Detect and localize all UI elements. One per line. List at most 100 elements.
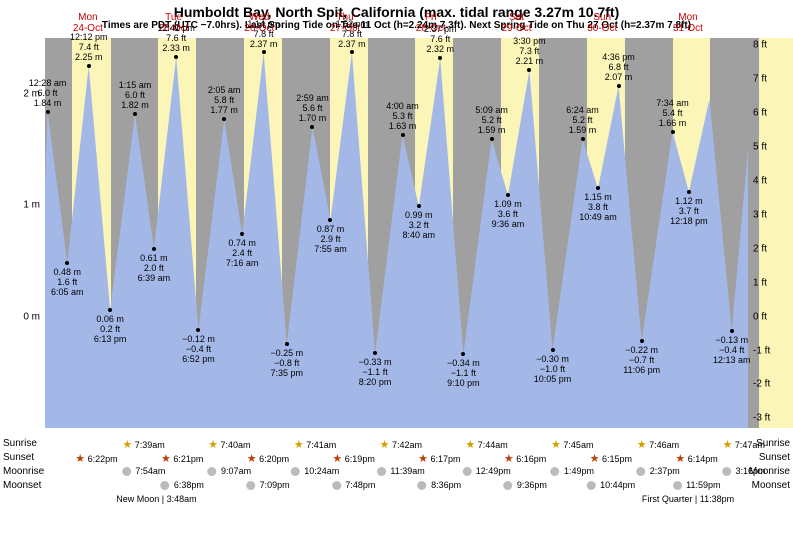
astro-entry: ★ 6:21pm (161, 452, 203, 465)
y-tick-right: 6 ft (753, 107, 793, 118)
tide-annotation: 12:41 pm7.6 ft2.33 m (157, 23, 195, 53)
astro-entry: ★ 7:39am (122, 438, 164, 451)
astro-row-label: Sunset (759, 452, 790, 463)
tide-annotation: 5:09 am5.2 ft1.59 m (475, 105, 508, 135)
tide-annotation: 0.87 m2.9 ft7:55 am (314, 224, 347, 254)
tide-extremum-dot (133, 112, 137, 116)
tide-extremum-dot (152, 247, 156, 251)
astro-entry: 9:07am (208, 466, 252, 476)
tide-annotation: 1.09 m3.6 ft9:36 am (492, 199, 525, 229)
tide-annotation: 12:12 pm7.4 ft2.25 m (70, 32, 108, 62)
astro-entry: 9:36pm (503, 480, 547, 490)
tide-annotation: 1:14 pm7.8 ft2.37 m (247, 19, 280, 49)
tide-extremum-dot (671, 130, 675, 134)
tide-annotation: 0.06 m0.2 ft6:13 pm (94, 314, 127, 344)
astro-entry: ★ 7:42am (380, 438, 422, 451)
astro-entry: ★ 6:20pm (247, 452, 289, 465)
tide-annotation: 0.48 m1.6 ft6:05 am (51, 267, 84, 297)
astro-entry: 10:44pm (587, 480, 636, 490)
tide-annotation: −0.25 m−0.8 ft7:35 pm (270, 348, 303, 378)
astro-entry: ★ 7:47am (723, 438, 765, 451)
plot-area: Mon24-OctTue25-OctWed26-OctThu27-OctFri2… (45, 38, 748, 428)
tide-extremum-dot (617, 84, 621, 88)
tide-extremum-dot (401, 133, 405, 137)
y-tick-left: 2 m (0, 88, 40, 99)
y-tick-right: 1 ft (753, 277, 793, 288)
astro-row-label: Sunset (3, 452, 34, 463)
astro-row-label: Moonset (3, 480, 41, 491)
y-tick-right: -1 ft (753, 345, 793, 356)
astro-entry: ★ 6:19pm (332, 452, 374, 465)
astro-entry: 7:54am (122, 466, 166, 476)
tide-extremum-dot (687, 190, 691, 194)
y-tick-right: -2 ft (753, 379, 793, 390)
tide-annotation: 1:15 am6.0 ft1.82 m (119, 80, 152, 110)
astro-row-label: Sunrise (3, 438, 37, 449)
tide-annotation: 3:30 pm7.3 ft2.21 m (513, 36, 546, 66)
tide-annotation: −0.13 m−0.4 ft12:13 am (713, 335, 751, 365)
y-tick-left: 0 m (0, 311, 40, 322)
tide-annotation: −0.12 m−0.4 ft6:52 pm (182, 334, 215, 364)
astro-entry: ★ 6:22pm (75, 452, 117, 465)
tide-annotation: −0.33 m−1.1 ft8:20 pm (359, 357, 392, 387)
tide-extremum-dot (108, 308, 112, 312)
tide-extremum-dot (640, 339, 644, 343)
tide-annotation: 4:00 am5.3 ft1.63 m (386, 101, 419, 131)
astro-row-label: Moonset (752, 480, 790, 491)
astro-entry: 3:16pm (722, 466, 766, 476)
tide-annotation: 6:24 am5.2 ft1.59 m (566, 105, 599, 135)
astro-entry: ★ 6:17pm (418, 452, 460, 465)
astro-entry: ★ 6:16pm (504, 452, 546, 465)
astro-entry: 7:09pm (246, 480, 290, 490)
tide-annotation: −0.34 m−1.1 ft9:10 pm (447, 358, 480, 388)
y-tick-right: 0 ft (753, 311, 793, 322)
astro-entry: 12:49pm (462, 466, 511, 476)
moon-phase-note: First Quarter | 11:38pm (642, 494, 734, 504)
astro-entry: 7:48pm (332, 480, 376, 490)
tide-annotation: 7:34 am5.4 ft1.66 m (656, 98, 689, 128)
astro-entry: 11:39am (377, 466, 425, 476)
astro-entry: ★ 6:14pm (675, 452, 717, 465)
y-tick-right: 2 ft (753, 243, 793, 254)
y-tick-right: -3 ft (753, 413, 793, 424)
tide-annotation: 2:59 am5.6 ft1.70 m (296, 93, 329, 123)
tide-annotation: 1:52 pm7.8 ft2.37 m (336, 19, 369, 49)
astro-entry: 2:37pm (636, 466, 680, 476)
tide-extremum-dot (730, 329, 734, 333)
day-label: Sun30-Oct (559, 12, 645, 34)
y-tick-left: 1 m (0, 200, 40, 211)
tide-extremum-dot (46, 110, 50, 114)
astro-entry: ★ 7:46am (637, 438, 679, 451)
y-tick-right: 4 ft (753, 175, 793, 186)
astro-entry: 1:49pm (550, 466, 594, 476)
tide-annotation: 1.12 m3.7 ft12:18 pm (670, 196, 708, 226)
tide-annotation: 0.61 m2.0 ft6:39 am (138, 253, 171, 283)
y-tick-right: 5 ft (753, 141, 793, 152)
tide-chart: Humboldt Bay, North Spit, California (ma… (0, 0, 793, 539)
tide-extremum-dot (551, 348, 555, 352)
astro-entry: ★ 7:44am (465, 438, 507, 451)
astro-entry: ★ 7:41am (294, 438, 336, 451)
y-tick-right: 8 ft (753, 39, 793, 50)
tide-annotation: 2:05 am5.8 ft1.77 m (208, 85, 241, 115)
astro-entry: 11:59pm (673, 480, 721, 490)
tide-annotation: −0.22 m−0.7 ft11:06 pm (623, 345, 660, 375)
tide-annotation: 2:37 pm7.6 ft2.32 m (424, 24, 457, 54)
tide-extremum-dot (87, 64, 91, 68)
tide-annotation: 4:36 pm6.8 ft2.07 m (602, 52, 635, 82)
day-label: Sat29-Oct (474, 12, 560, 34)
tide-annotation: 0.99 m3.2 ft8:40 am (403, 210, 436, 240)
astro-entry: 6:38pm (160, 480, 204, 490)
astro-entry: ★ 7:40am (208, 438, 250, 451)
astro-entry: ★ 6:15pm (590, 452, 632, 465)
astro-entry: 10:24am (291, 466, 340, 476)
moon-phase-note: New Moon | 3:48am (116, 494, 196, 504)
astro-entry: ★ 7:45am (551, 438, 593, 451)
tide-annotation: 0.74 m2.4 ft7:16 am (226, 238, 259, 268)
y-tick-right: 3 ft (753, 209, 793, 220)
tide-annotation: 1.15 m3.8 ft10:49 am (579, 192, 617, 222)
day-label: Mon31-Oct (645, 12, 731, 34)
y-tick-right: 7 ft (753, 73, 793, 84)
day-label: Mon24-Oct (45, 12, 131, 34)
tide-annotation: −0.30 m−1.0 ft10:05 pm (534, 354, 572, 384)
